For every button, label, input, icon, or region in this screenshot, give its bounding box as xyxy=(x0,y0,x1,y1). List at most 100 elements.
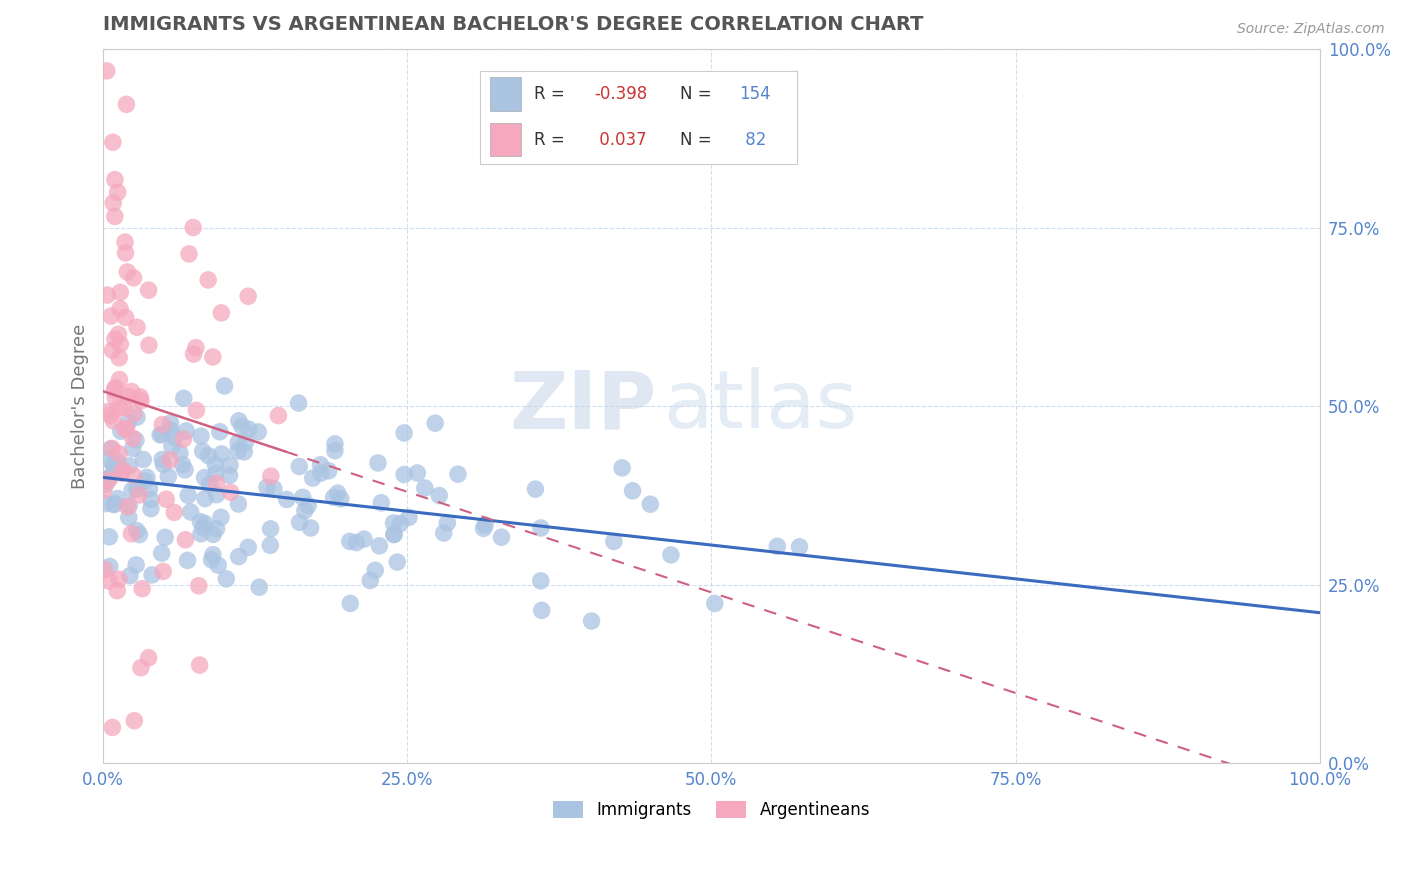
Point xyxy=(104,497,127,511)
Point xyxy=(114,246,136,260)
Point xyxy=(97,473,120,487)
Point xyxy=(152,565,174,579)
Point xyxy=(125,482,148,496)
Point xyxy=(329,491,352,506)
Point xyxy=(115,97,138,112)
Point xyxy=(94,497,117,511)
Point xyxy=(309,466,332,480)
Point xyxy=(260,469,283,483)
Point xyxy=(287,396,309,410)
Point xyxy=(382,527,405,541)
Point xyxy=(150,452,173,467)
Point xyxy=(118,510,141,524)
Point xyxy=(181,220,204,235)
Point xyxy=(201,350,224,364)
Point xyxy=(134,474,156,488)
Point xyxy=(150,546,173,560)
Point xyxy=(159,416,181,430)
Point xyxy=(194,491,217,506)
Point xyxy=(322,491,344,505)
Point xyxy=(172,432,194,446)
Point xyxy=(207,558,229,573)
Point xyxy=(187,579,209,593)
Point xyxy=(138,283,160,297)
Point xyxy=(247,580,270,594)
Point xyxy=(226,435,249,450)
Point xyxy=(530,521,553,535)
Point xyxy=(367,456,389,470)
Point xyxy=(94,477,117,491)
Point xyxy=(197,449,219,463)
Point xyxy=(184,341,207,355)
Point xyxy=(104,210,127,224)
Point xyxy=(387,555,409,569)
Text: atlas: atlas xyxy=(662,368,858,445)
Point xyxy=(96,405,118,419)
Point xyxy=(100,309,122,323)
Point xyxy=(392,467,415,482)
Point xyxy=(638,497,661,511)
Point xyxy=(107,491,129,506)
Point xyxy=(406,466,429,480)
Point xyxy=(208,425,231,439)
Point xyxy=(228,549,250,564)
Point xyxy=(118,458,141,473)
Point xyxy=(218,468,240,483)
Point xyxy=(301,471,323,485)
Point xyxy=(122,431,145,445)
Point xyxy=(703,597,725,611)
Point xyxy=(108,401,131,415)
Point xyxy=(204,467,226,481)
Text: ZIP: ZIP xyxy=(509,368,657,445)
Point xyxy=(226,444,249,458)
Point xyxy=(110,425,132,439)
Point xyxy=(299,521,322,535)
Point xyxy=(621,483,644,498)
Point xyxy=(122,406,145,420)
Point xyxy=(121,442,143,456)
Point xyxy=(382,527,405,541)
Point xyxy=(141,567,163,582)
Point xyxy=(120,526,142,541)
Point xyxy=(256,480,278,494)
Point xyxy=(139,492,162,507)
Point xyxy=(169,446,191,460)
Point xyxy=(104,172,127,186)
Point xyxy=(108,572,131,586)
Point xyxy=(107,327,129,342)
Point xyxy=(183,347,205,361)
Point xyxy=(259,522,281,536)
Point xyxy=(392,425,415,440)
Point xyxy=(188,658,211,673)
Point xyxy=(101,343,124,358)
Point xyxy=(238,541,260,555)
Point xyxy=(205,488,228,502)
Point xyxy=(190,429,212,443)
Point xyxy=(247,425,270,439)
Point xyxy=(128,488,150,502)
Point xyxy=(118,499,141,513)
Point xyxy=(297,499,319,513)
Point xyxy=(153,530,176,544)
Point xyxy=(103,195,125,210)
Point xyxy=(136,470,159,484)
Point xyxy=(318,464,340,478)
Point xyxy=(205,522,228,536)
Point xyxy=(425,416,447,430)
Point xyxy=(766,539,789,553)
Point xyxy=(294,503,316,517)
Point xyxy=(359,574,381,588)
Point xyxy=(436,516,458,530)
Point xyxy=(174,424,197,438)
Point xyxy=(118,568,141,582)
Point xyxy=(152,458,174,472)
Point xyxy=(323,437,346,451)
Y-axis label: Bachelor's Degree: Bachelor's Degree xyxy=(72,324,89,489)
Point xyxy=(96,472,118,486)
Point xyxy=(353,532,375,546)
Point xyxy=(108,351,131,365)
Point xyxy=(97,574,120,588)
Point xyxy=(472,521,495,535)
Point xyxy=(159,423,181,437)
Point xyxy=(94,563,117,577)
